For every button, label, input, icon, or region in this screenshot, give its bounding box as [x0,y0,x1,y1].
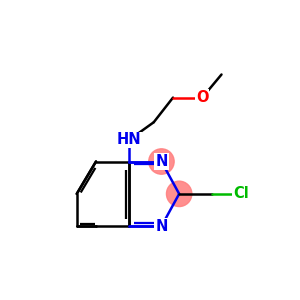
Circle shape [149,149,174,174]
Text: HN: HN [117,132,141,147]
Text: O: O [196,90,208,105]
Text: N: N [155,219,168,234]
Circle shape [167,181,192,207]
Text: N: N [155,154,168,169]
Text: Cl: Cl [233,186,249,201]
